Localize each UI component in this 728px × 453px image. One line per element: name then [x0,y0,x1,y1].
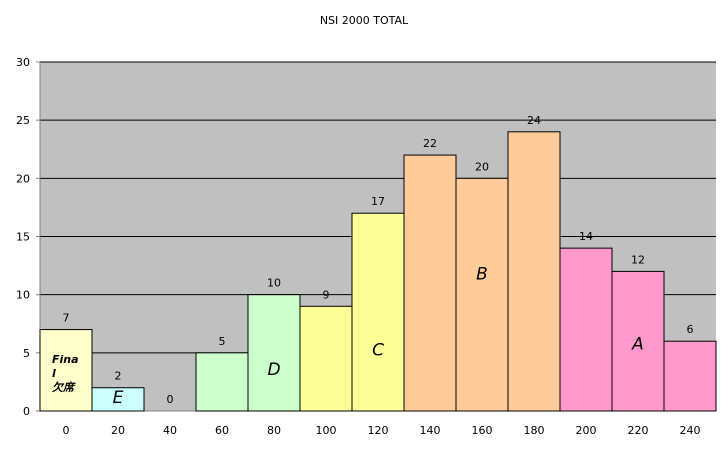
grade-label: A [631,335,644,355]
grade-label: D [267,360,280,380]
annotation-text: l [52,367,56,380]
grade-label: C [372,340,384,360]
data-label: 6 [687,323,694,336]
grade-label: B [476,265,488,285]
y-tick-label: 0 [23,405,30,418]
bar [39,329,93,412]
y-tick-label: 10 [16,289,30,302]
bar [247,294,301,412]
bar [299,305,353,412]
data-label: 7 [63,312,70,325]
data-label: 17 [371,195,385,208]
y-tick-label: 30 [16,56,30,69]
x-tick-label: 80 [267,424,281,437]
data-label: 24 [527,114,541,127]
x-tick-label: 100 [316,424,337,437]
data-label: 0 [167,393,174,406]
bar [91,387,145,412]
x-tick-label: 240 [680,424,701,437]
data-label: 14 [579,230,593,243]
data-label: 12 [631,253,645,266]
x-tick-label: 140 [420,424,441,437]
x-tick-label: 40 [163,424,177,437]
annotation-text: 欠席 [52,381,76,394]
bar [403,154,457,412]
bar [611,270,665,412]
y-tick-label: 25 [16,114,30,127]
bar [455,177,509,412]
chart-title: NSI 2000 TOTAL [319,14,409,27]
bar [195,352,249,412]
bar [663,340,717,412]
data-label: 20 [475,160,489,173]
y-tick-label: 15 [16,231,30,244]
x-tick-label: 180 [524,424,545,437]
data-label: 10 [267,277,281,290]
x-tick-label: 120 [368,424,389,437]
x-tick-label: 200 [576,424,597,437]
data-label: 2 [115,370,122,383]
bar [559,247,613,412]
x-tick-label: 60 [215,424,229,437]
x-tick-label: 0 [63,424,70,437]
x-tick-label: 20 [111,424,125,437]
data-label: 9 [323,288,330,301]
data-label: 5 [219,335,226,348]
data-label: 22 [423,137,437,150]
y-tick-label: 20 [16,172,30,185]
y-tick-label: 5 [23,347,30,360]
bar [507,131,561,412]
bar [351,212,405,412]
annotation-text: Fina [52,353,79,366]
grade-label: E [113,388,124,408]
x-tick-label: 220 [628,424,649,437]
x-tick-label: 160 [472,424,493,437]
